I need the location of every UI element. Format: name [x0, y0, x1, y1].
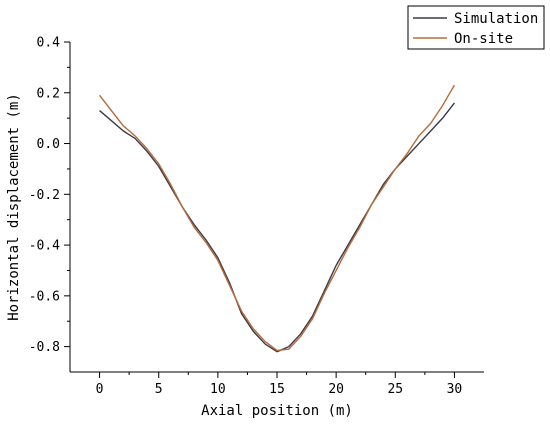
x-tick-label: 0: [96, 382, 104, 397]
y-tick-label: -0.8: [29, 340, 60, 355]
y-tick-label: 0.2: [37, 86, 60, 101]
x-ticks: 0 5 10 15 20 25 30: [96, 372, 463, 397]
y-tick-label: 0.4: [37, 36, 61, 51]
legend: Simulation On-site: [407, 5, 545, 50]
x-tick-label: 25: [387, 382, 403, 397]
y-ticks: 0.4 0.2 0.0 -0.2 -0.4 -0.6 -0.8: [29, 36, 70, 355]
legend-box: [407, 5, 545, 50]
x-axis-title: Axial position (m): [201, 403, 353, 419]
x-tick-label: 5: [155, 382, 163, 397]
y-tick-label: -0.2: [29, 188, 60, 203]
y-tick-label: -0.6: [29, 289, 60, 304]
x-tick-label: 30: [447, 382, 463, 397]
series-lines: [99, 84, 456, 353]
legend-label-simulation: Simulation: [454, 11, 538, 27]
axes: [69, 42, 484, 373]
series-line-on-site: [99, 84, 456, 352]
x-tick-label: 10: [210, 382, 226, 397]
y-tick-label: 0.0: [37, 137, 60, 152]
y-tick-label: -0.4: [29, 239, 60, 254]
x-tick-label: 15: [269, 382, 285, 397]
series-line-simulation: [99, 102, 455, 353]
y-axis-title: Horizontal displacement (m): [6, 93, 22, 321]
x-tick-label: 20: [328, 382, 344, 397]
legend-label-on-site: On-site: [454, 31, 513, 47]
